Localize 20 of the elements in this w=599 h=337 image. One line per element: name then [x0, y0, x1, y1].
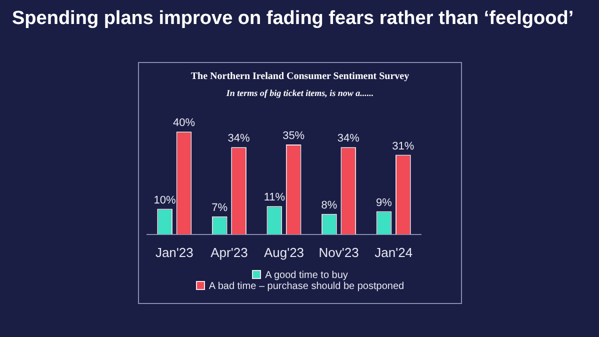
data-label: 10%: [154, 194, 176, 206]
x-tick-label: Nov'23: [318, 244, 359, 260]
chart-subtitle: In terms of big ticket items, is now a......: [225, 88, 375, 98]
text: Spending plans improve on fading fears rather than ‘feelgood’: [12, 8, 574, 30]
data-label: 9%: [376, 196, 392, 209]
data-label: 34%: [337, 132, 360, 145]
data-label: 40%: [172, 117, 196, 130]
data-label: 31%: [392, 140, 414, 152]
data-label: 34%: [228, 132, 250, 145]
x-tick-label: Jan'24: [374, 244, 413, 260]
data-label: 8%: [321, 199, 338, 212]
x-tick-label: Jan'23: [155, 244, 194, 260]
chart-title: The Northern Ireland Consumer Sentiment Survey: [190, 71, 410, 82]
data-label: 35%: [282, 130, 305, 142]
legend-label: A bad time – purchase should be postponed: [208, 281, 404, 292]
data-label: 11%: [264, 192, 286, 204]
x-tick-label: Apr'23: [210, 244, 248, 260]
x-tick-label: Aug'23: [264, 244, 304, 260]
data-label: 7%: [212, 202, 228, 214]
legend-label: A good time to buy: [265, 270, 348, 281]
